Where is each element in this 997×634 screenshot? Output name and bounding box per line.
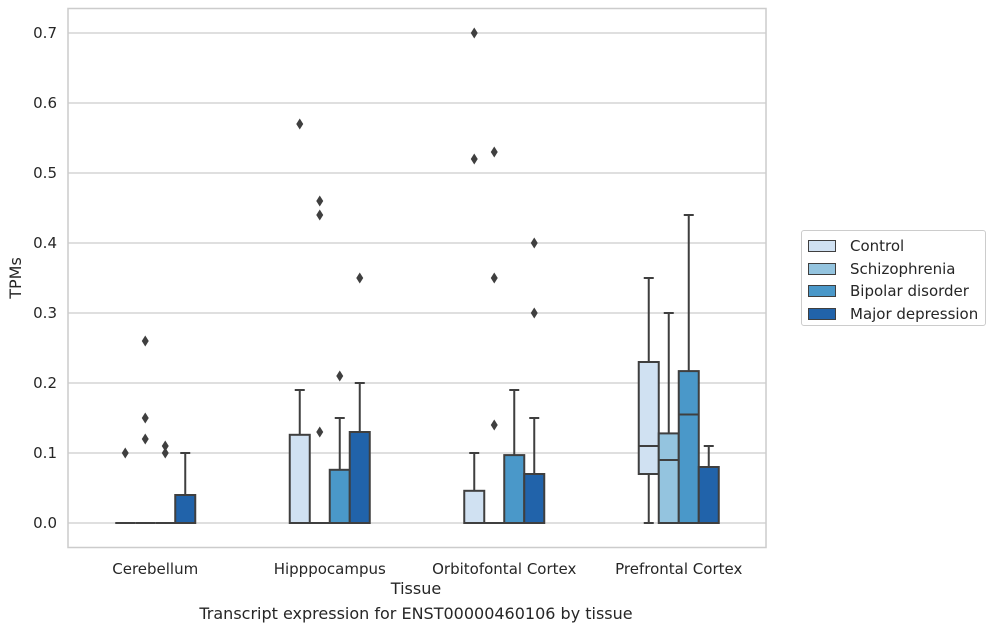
outlier-point: [356, 272, 364, 284]
outlier-point: [121, 447, 129, 459]
y-tick-label: 0.1: [33, 444, 57, 462]
outlier-point: [316, 195, 324, 207]
outlier-point: [490, 272, 498, 284]
box-body: [463, 489, 486, 524]
box-plot: [155, 440, 176, 524]
box-plots: [115, 27, 720, 525]
outlier-point: [490, 146, 498, 158]
outlier-point: [296, 118, 304, 130]
box-plot: [523, 237, 546, 524]
box-plot: [309, 195, 330, 524]
y-tick-label: 0.5: [33, 164, 57, 182]
legend-label: Major depression: [850, 304, 979, 323]
legend-item: Bipolar disorder: [808, 280, 985, 303]
box-body: [328, 468, 351, 524]
y-tick-label: 0.2: [33, 374, 57, 392]
y-tick-label: 0.4: [33, 234, 57, 252]
x-tick-label: Cerebellum: [112, 560, 198, 578]
legend-item: Schizophrenia: [808, 258, 985, 281]
box-plot: [637, 277, 660, 524]
box-plot: [697, 445, 720, 524]
x-tick-label: Prefrontal Cortex: [615, 560, 742, 578]
legend-label: Bipolar disorder: [850, 282, 969, 301]
outlier-point: [316, 426, 324, 438]
legend-label: Control: [850, 237, 905, 256]
box-plot: [348, 272, 371, 524]
box-body: [697, 466, 720, 524]
legend-swatch: [808, 262, 836, 275]
y-tick-label: 0.3: [33, 304, 57, 322]
outlier-point: [161, 447, 169, 459]
box-body: [523, 473, 546, 524]
outlier-point: [530, 307, 538, 319]
outlier-point: [316, 209, 324, 221]
legend: Control Schizophrenia Bipolar disorder M…: [801, 230, 986, 326]
outlier-point: [141, 335, 149, 347]
legend-label: Schizophrenia: [850, 259, 956, 278]
box-body: [503, 454, 526, 525]
box-plot: [503, 389, 526, 525]
x-tick-label: Hipppocampus: [274, 560, 386, 578]
box-plot: [677, 214, 700, 524]
outlier-point: [161, 440, 169, 452]
legend-item: Major depression: [808, 303, 985, 326]
outlier-point: [470, 153, 478, 165]
legend-swatch: [808, 240, 836, 253]
y-axis-title: TPMs: [6, 257, 25, 300]
box-body: [288, 433, 311, 524]
x-axis-title: Tissue: [390, 579, 441, 598]
y-tick-label: 0.7: [33, 24, 57, 42]
box-plot: [135, 335, 156, 524]
box-plot: [484, 146, 505, 524]
box-body: [657, 432, 680, 524]
outlier-point: [470, 27, 478, 39]
box-body: [677, 370, 700, 524]
box-plot: [328, 370, 351, 524]
box-plot: [288, 118, 311, 524]
box-plot: [463, 27, 486, 524]
y-tick-label: 0.0: [33, 514, 57, 532]
x-axis-ticks: Cerebellum Hipppocampus Orbitofontal Corte…: [112, 560, 742, 578]
x-tick-label: Orbitofontal Cortex: [432, 560, 576, 578]
outlier-point: [530, 237, 538, 249]
outlier-point: [490, 419, 498, 431]
box-body: [637, 361, 660, 475]
legend-swatch: [808, 307, 836, 320]
box-body: [174, 494, 197, 524]
box-plot: [174, 452, 197, 524]
legend-item: Control: [808, 235, 985, 258]
y-axis-ticks: 0.0 0.1 0.2 0.3 0.4 0.5 0.6 0.7: [33, 24, 57, 532]
box-body: [348, 431, 371, 524]
outlier-point: [141, 412, 149, 424]
outlier-point: [141, 433, 149, 445]
outlier-point: [336, 370, 344, 382]
box-plot: [115, 447, 136, 524]
y-tick-label: 0.6: [33, 94, 57, 112]
chart-caption: Transcript expression for ENST0000046010…: [199, 604, 633, 623]
legend-swatch: [808, 285, 836, 298]
